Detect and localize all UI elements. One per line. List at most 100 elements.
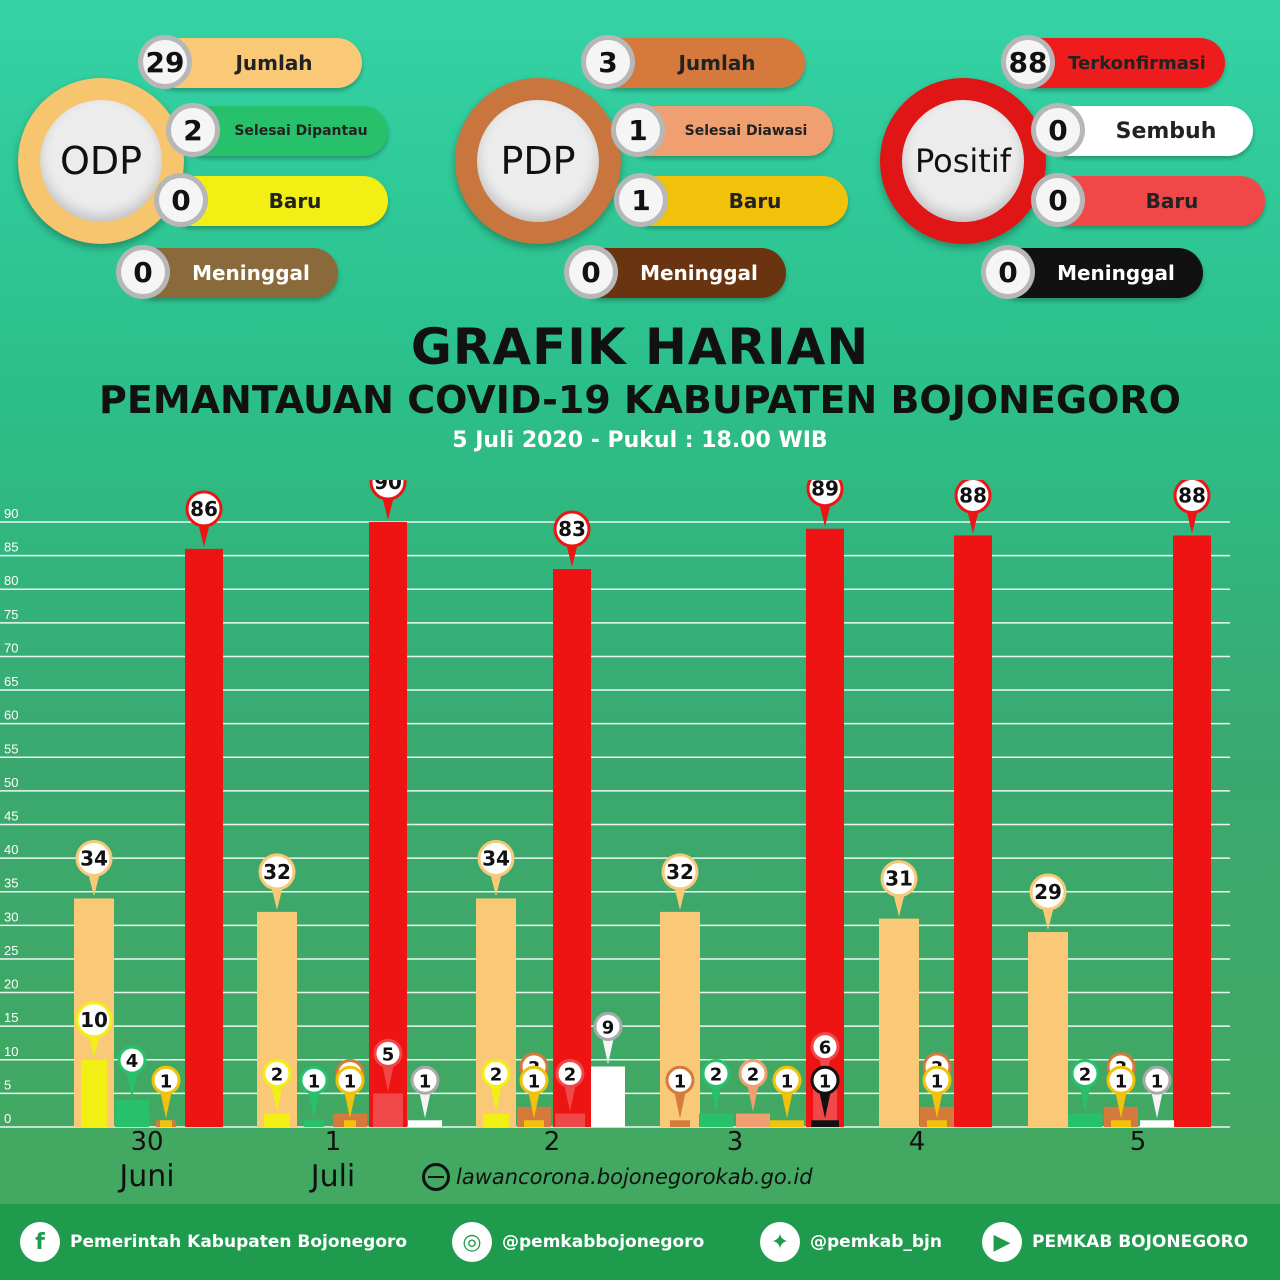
y-tick-label: 85 (4, 540, 18, 555)
y-tick-label: 30 (4, 909, 18, 924)
pin-head (665, 1065, 695, 1095)
data-label: 90 (374, 480, 402, 494)
summary-pill-selesai-diawasi: 1 Selesai Diawasi (611, 103, 833, 157)
pin-tail (88, 1033, 100, 1058)
pin-head (481, 1059, 511, 1089)
data-label-pin: 29 (1029, 873, 1067, 931)
footer-youtube[interactable]: ▶ PEMKAB BOJONEGORO (982, 1222, 1248, 1262)
pin-head (553, 510, 591, 548)
pin-tail (528, 1090, 540, 1119)
data-label-pin: 1 (922, 1065, 952, 1119)
data-label-pin: 1 (335, 1065, 365, 1119)
pin-head (519, 1065, 549, 1095)
pin-head (1070, 1059, 1100, 1089)
data-label: 6 (819, 1038, 832, 1059)
youtube-icon: ▶ (982, 1222, 1022, 1262)
pin-tail (747, 1083, 759, 1112)
bar-pos_konfirmasi (553, 569, 591, 1127)
bar-pos_sembuh (591, 1066, 625, 1127)
summary-ring-2: Positif (880, 78, 1046, 244)
pin-head (373, 1038, 403, 1068)
pin-head (1173, 480, 1211, 514)
summary-pill-baru: 1 Baru (614, 173, 848, 227)
pin-tail (1079, 1083, 1091, 1112)
data-label: 1 (674, 1071, 687, 1092)
y-tick-label: 10 (4, 1044, 18, 1059)
pin-head (185, 490, 223, 528)
bar-odp_baru (81, 1059, 107, 1127)
website-link[interactable]: lawancorona.bojonegorokab.go.id (422, 1162, 813, 1192)
data-label: 89 (811, 480, 839, 501)
bar-pos_baru (555, 1113, 585, 1127)
data-label-pin: 2 (738, 1059, 768, 1112)
pin-head (772, 1065, 802, 1095)
pin-tail (490, 1083, 502, 1112)
y-tick-label: 60 (4, 708, 18, 723)
summary-label: Jumlah (235, 51, 313, 75)
pin-tail (819, 502, 831, 527)
pin-head (738, 1059, 768, 1089)
facebook-icon: f (20, 1222, 60, 1262)
data-label: 1 (1115, 1071, 1128, 1092)
summary-value: 1 (614, 173, 668, 227)
x-month-label: Juli (309, 1159, 356, 1194)
summary-value: 0 (1031, 173, 1085, 227)
data-label-pin: 89 (806, 480, 844, 527)
data-label-pin: 1 (772, 1065, 802, 1119)
summary-value: 29 (138, 35, 192, 89)
summary-ring-0: ODP (18, 78, 184, 244)
chart-title-block: GRAFIK HARIAN PEMANTAUAN COVID-19 KABUPA… (0, 318, 1280, 453)
pin-head (75, 1001, 113, 1039)
data-label: 1 (528, 1071, 541, 1092)
data-label: 1 (931, 1071, 944, 1092)
summary-value: 88 (1001, 35, 1055, 89)
bar-pdp_baru (524, 1120, 544, 1127)
y-tick-label: 20 (4, 977, 18, 992)
footer-instagram[interactable]: ◎ @pemkabbojonegoro (452, 1222, 704, 1262)
bar-pdp_selesai (736, 1113, 770, 1127)
data-label: 1 (1151, 1071, 1164, 1092)
data-label-pin: 1 (151, 1065, 181, 1119)
summary-category-label: ODP (40, 100, 162, 222)
pin-head (810, 1032, 840, 1062)
data-label-pin: 2 (481, 1059, 511, 1112)
pin-head (954, 480, 992, 514)
y-tick-label: 5 (4, 1077, 11, 1092)
pin-tail (1115, 1090, 1127, 1119)
data-label: 10 (80, 1008, 108, 1032)
summary-category-label: PDP (477, 100, 599, 222)
x-category-label: 2 (544, 1127, 561, 1157)
data-label-pin: 88 (1173, 480, 1211, 534)
data-label: 2 (271, 1065, 284, 1086)
summary-value: 1 (611, 103, 665, 157)
summary-pill-meninggal: 0 Meninggal (564, 245, 786, 299)
bar-pos_sembuh (1140, 1120, 1174, 1127)
footer-facebook[interactable]: f Pemerintah Kabupaten Bojonegoro (20, 1222, 407, 1262)
twitter-icon: ✦ (760, 1222, 800, 1262)
summary-pill-sembuh: 0 Sembuh (1031, 103, 1253, 157)
pin-tail (490, 872, 502, 897)
pin-head (369, 480, 407, 501)
data-label-pin: 32 (258, 853, 296, 910)
pin-head (1029, 873, 1067, 911)
data-label-pin: 86 (185, 490, 223, 547)
summary-label: Baru (728, 189, 782, 213)
bar-odp_selesai (1068, 1113, 1102, 1127)
summary-value: 0 (116, 245, 170, 299)
bar-pos_konfirmasi (369, 522, 407, 1127)
summary-label: Meninggal (1057, 261, 1175, 285)
summary-label: Meninggal (192, 261, 310, 285)
summary-value: 0 (564, 245, 618, 299)
data-label: 5 (382, 1044, 395, 1065)
data-label: 2 (747, 1065, 760, 1086)
footer-twitter[interactable]: ✦ @pemkab_bjn (760, 1222, 942, 1262)
summary-label: Sembuh (1115, 118, 1217, 144)
y-tick-label: 90 (4, 506, 18, 521)
data-label: 1 (781, 1071, 794, 1092)
pin-tail (198, 522, 210, 547)
chart-title: GRAFIK HARIAN (410, 318, 870, 376)
data-label: 29 (1034, 880, 1062, 904)
data-label-pin: 1 (1106, 1065, 1136, 1119)
data-label-pin: 88 (954, 480, 992, 534)
